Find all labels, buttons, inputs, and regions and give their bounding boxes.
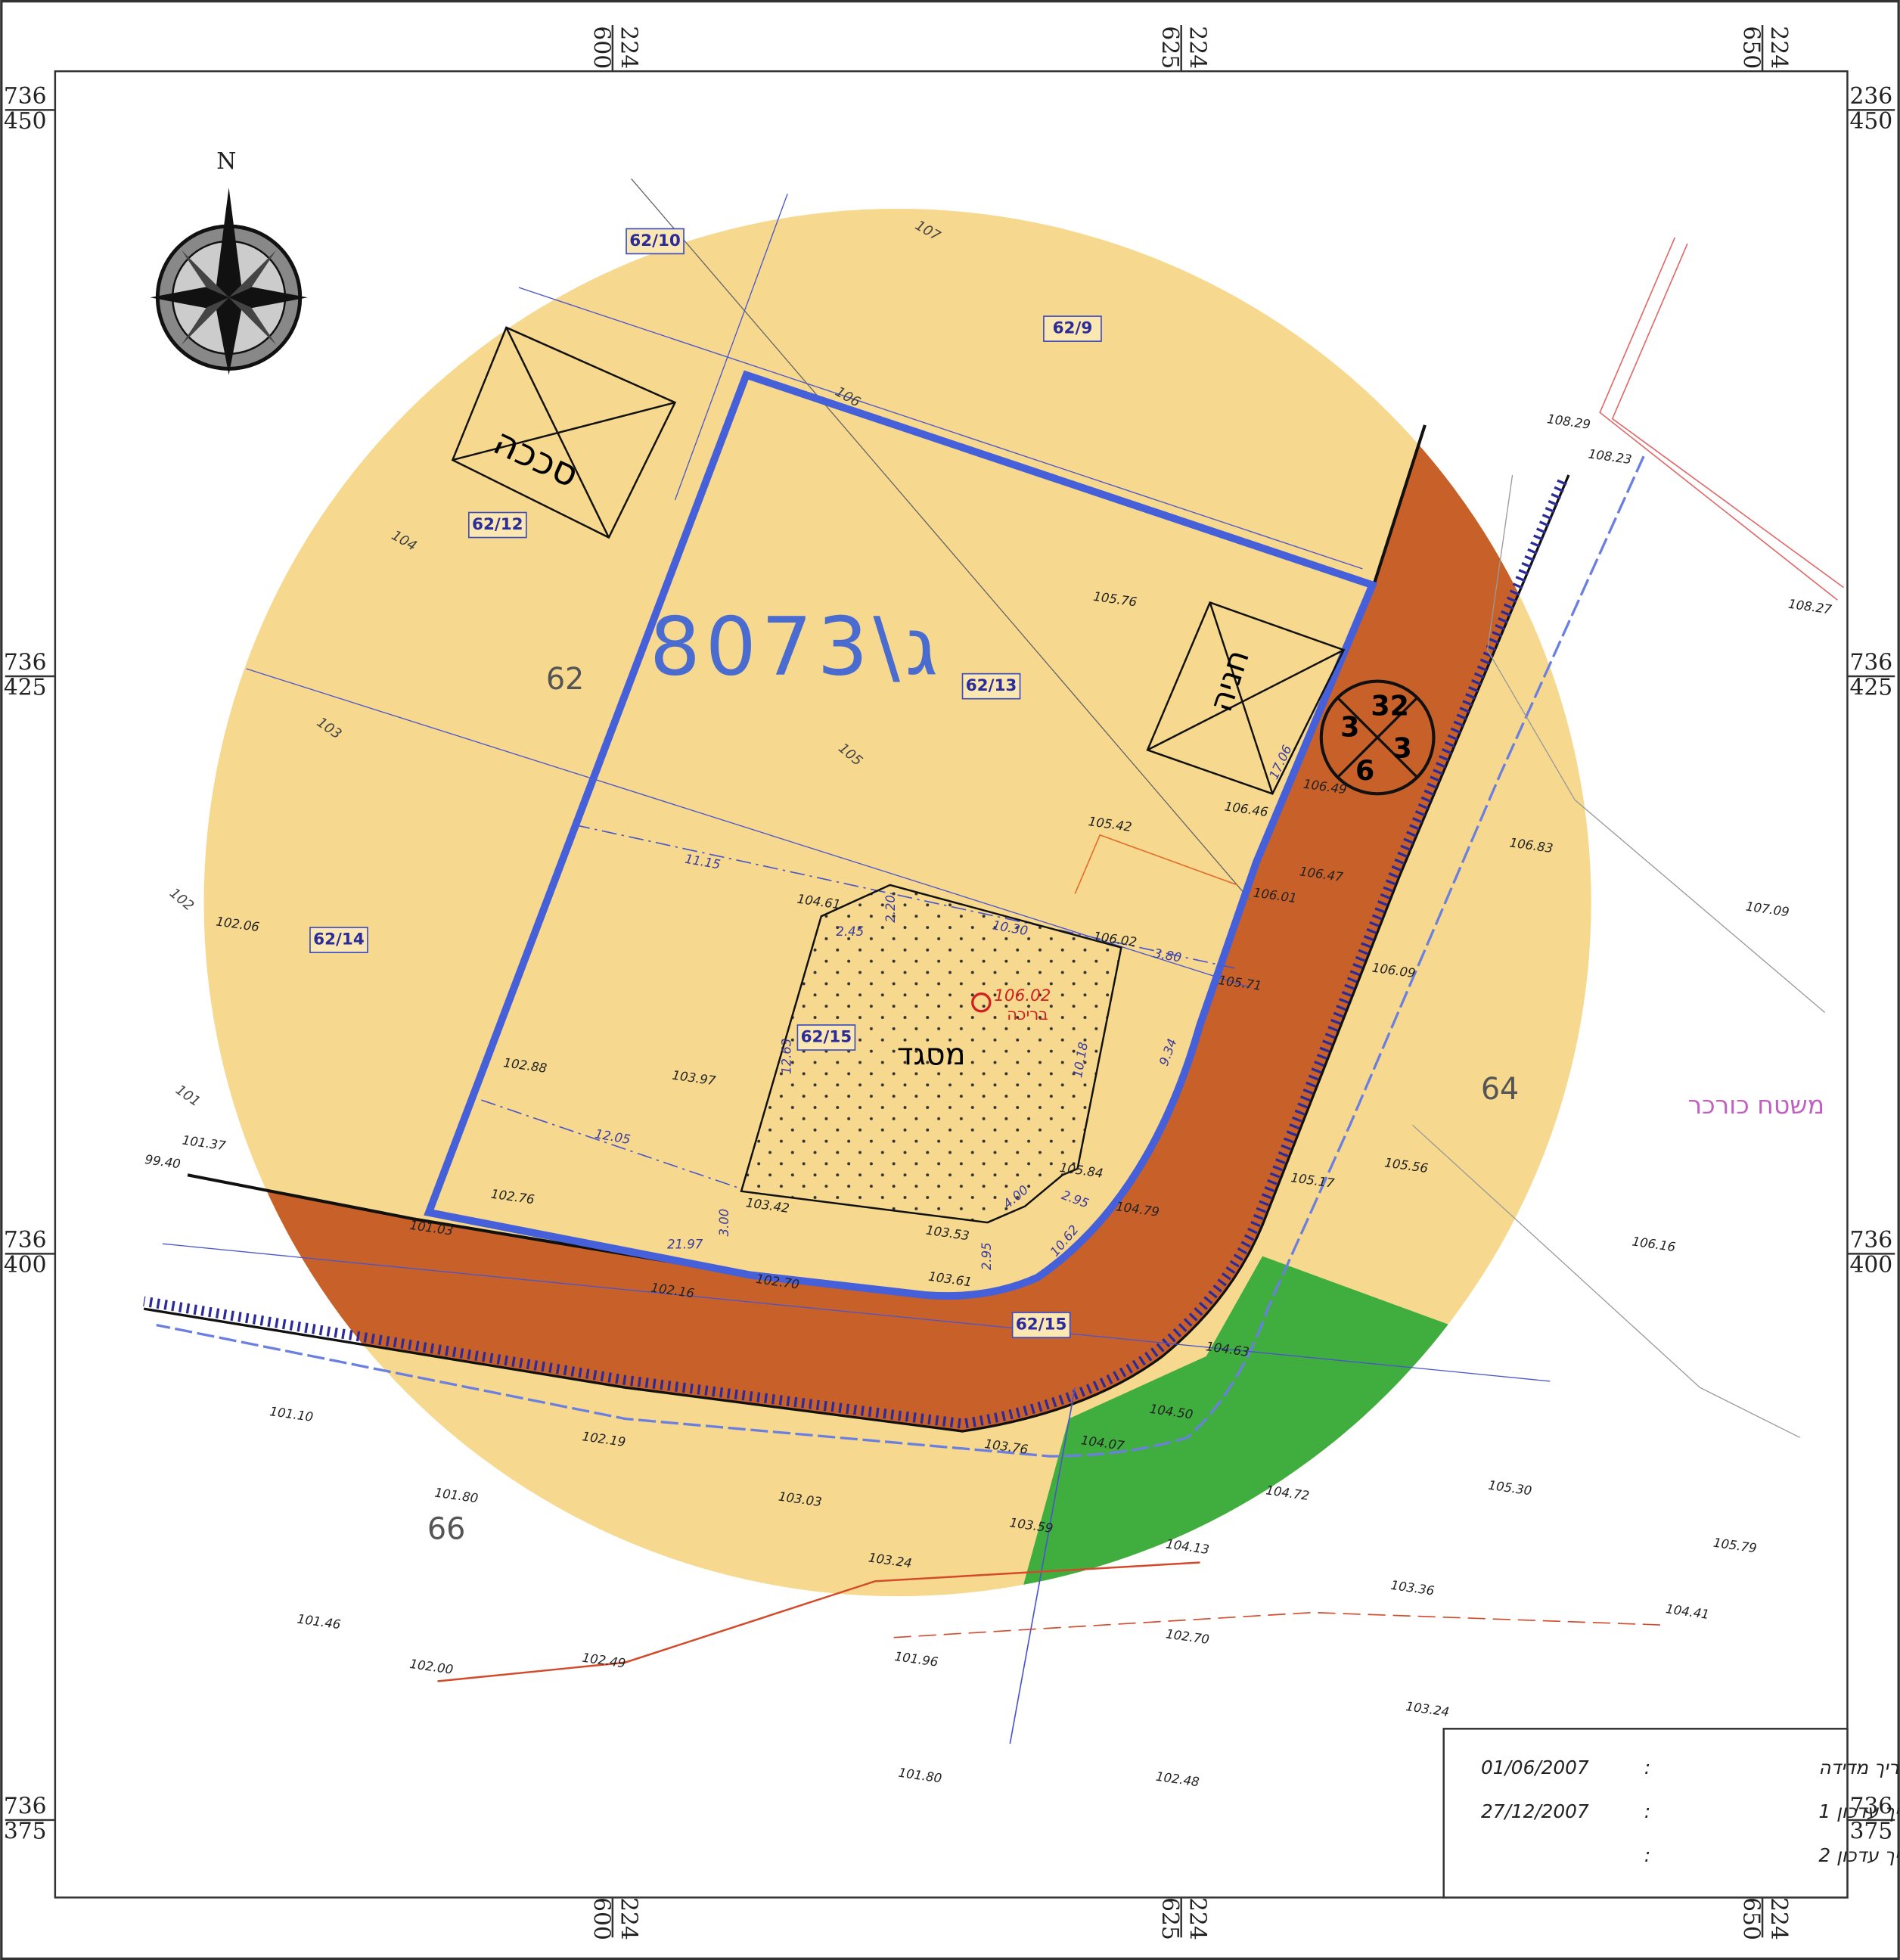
legend-date: 27/12/2007: [1481, 1800, 1589, 1822]
plan-number: 8073\ג: [650, 600, 943, 693]
parcel-label: 62/12: [472, 515, 523, 534]
parcel-label: 62/13: [966, 676, 1017, 695]
legend-box: [1442, 1728, 1849, 1899]
northing-lower: 400: [4, 1252, 47, 1278]
measurement: 2.95: [979, 1242, 994, 1270]
easting-upper: 224: [616, 26, 642, 69]
parcel-label: 62/15: [1016, 1315, 1067, 1334]
road: [203, 424, 1569, 1432]
easting-lower: 650: [1738, 26, 1765, 69]
compass: [150, 187, 308, 375]
easting-upper: 224: [1765, 1897, 1792, 1940]
measurement: 2.20: [883, 895, 898, 923]
tick-marks: [5, 25, 1895, 1938]
legend-separator: :: [1644, 1757, 1650, 1778]
measurement: 2.45: [836, 924, 864, 939]
parcel-boundary: [424, 370, 1378, 1300]
northing-upper: 736: [1849, 649, 1892, 676]
parcel-box: [961, 672, 1021, 700]
parcel-box: [1043, 315, 1102, 342]
measurement: 3.00: [717, 1209, 731, 1237]
parcel-label: 62/10: [629, 231, 681, 250]
pool-symbol: [971, 992, 992, 1013]
northing-lower: 425: [4, 674, 47, 700]
pool-outline: [1074, 834, 1238, 894]
northing-upper: 736: [4, 649, 47, 676]
marker-number: 32: [1371, 689, 1409, 722]
legend-label: תאריך עדכון 2: [1818, 1844, 1900, 1866]
parcel-box: [626, 228, 685, 255]
northing-upper: 736: [1849, 1793, 1892, 1819]
easting-lower: 625: [1156, 1897, 1183, 1940]
easting-lower: 600: [588, 1897, 614, 1940]
easting-lower: 625: [1156, 26, 1183, 69]
marker-number: 6: [1355, 754, 1374, 787]
northing-lower: 400: [1849, 1252, 1892, 1278]
gravel-area-label: משטח כורכר: [1688, 1090, 1825, 1120]
pool-label: בריכה: [1007, 1005, 1048, 1024]
structures: [451, 326, 1436, 796]
legend-label: תאריך עדכון 1: [1818, 1800, 1900, 1822]
legend-date: 01/06/2007: [1481, 1757, 1589, 1778]
easting-upper: 224: [1765, 26, 1792, 69]
northing-upper: 736: [4, 83, 47, 110]
pool-level: 106.02: [994, 986, 1051, 1005]
northing-lower: 450: [1849, 108, 1892, 135]
mosque-footprint: [740, 884, 1122, 1224]
northing-lower: 375: [4, 1818, 47, 1844]
map-frame: [54, 70, 1849, 1899]
block-number: 62: [546, 662, 584, 697]
parcel-box: [467, 511, 527, 539]
legend-separator: :: [1644, 1844, 1650, 1866]
parcel-box: [309, 927, 368, 953]
easting-upper: 224: [616, 1897, 642, 1940]
northing-upper: 736: [4, 1793, 47, 1819]
parcel-label: 62/14: [313, 930, 365, 949]
northing-lower: 425: [1849, 674, 1892, 700]
northing-lower: 375: [1849, 1818, 1892, 1844]
measurement: 21.97: [667, 1237, 703, 1251]
measurement: 12.63: [780, 1039, 794, 1074]
easting-lower: 600: [588, 26, 614, 69]
easting-lower: 650: [1738, 1897, 1765, 1940]
easting-upper: 224: [1184, 1897, 1211, 1940]
northing-lower: 450: [4, 108, 47, 135]
parcel-box: [796, 1024, 856, 1051]
north-label: N: [216, 148, 236, 175]
legend-separator: :: [1644, 1800, 1650, 1822]
northing-upper: 236: [1849, 83, 1892, 110]
mosque-label: מסגד: [897, 1037, 966, 1072]
parcel-label: 62/15: [801, 1028, 852, 1047]
northing-upper: 736: [4, 1227, 47, 1253]
legend-label: תאריך מדידה: [1818, 1757, 1900, 1778]
northing-upper: 736: [1849, 1227, 1892, 1253]
block-number: 64: [1481, 1072, 1519, 1107]
parcel-box: [1011, 1312, 1071, 1338]
easting-upper: 224: [1184, 26, 1211, 69]
marker-number: 3: [1393, 732, 1412, 764]
parcel-label: 62/9: [1053, 319, 1093, 338]
marker-number: 3: [1340, 710, 1359, 743]
block-number: 66: [427, 1512, 465, 1547]
